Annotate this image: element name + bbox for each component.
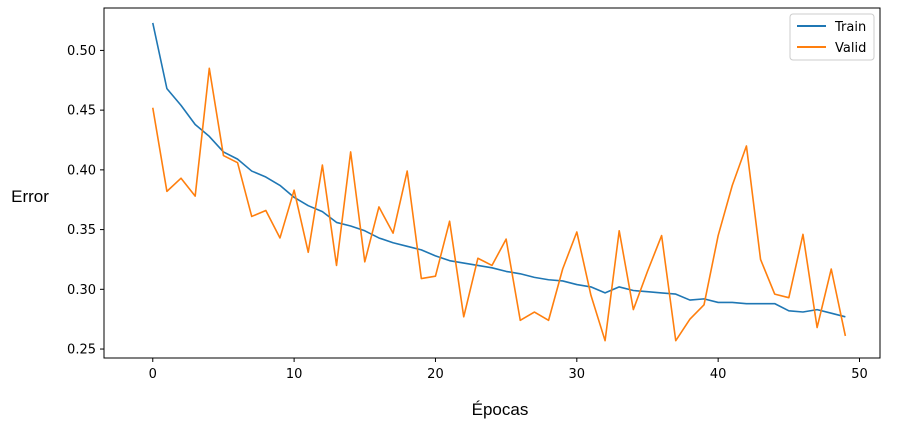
y-tick-label: 0.40: [67, 163, 96, 178]
plot-area: [103, 7, 881, 359]
y-axis: 0.25 0.30 0.35 0.40 0.45 0.50: [67, 44, 104, 358]
x-tick-label: 50: [851, 367, 868, 382]
y-tick-label: 0.35: [67, 223, 96, 238]
y-tick-label: 0.50: [67, 44, 96, 59]
legend: Train Valid: [789, 13, 875, 61]
y-tick-label: 0.25: [67, 343, 96, 358]
x-axis-title: Épocas: [472, 400, 529, 419]
x-tick-label: 30: [569, 367, 586, 382]
x-tick-label: 40: [710, 367, 727, 382]
x-axis: 0 10 20 30 40 50: [149, 358, 868, 382]
legend-train-label: Train: [834, 20, 866, 35]
x-tick-label: 10: [286, 367, 303, 382]
x-tick-label: 20: [427, 367, 444, 382]
y-axis-title: Error: [11, 187, 49, 206]
y-tick-label: 0.30: [67, 283, 96, 298]
series-line-train: [151, 22, 846, 318]
x-tick-label: 0: [149, 367, 157, 382]
legend-valid-label: Valid: [835, 41, 866, 56]
series-lines: [151, 22, 847, 342]
series-line-valid: [151, 67, 847, 342]
y-tick-label: 0.45: [67, 104, 96, 119]
